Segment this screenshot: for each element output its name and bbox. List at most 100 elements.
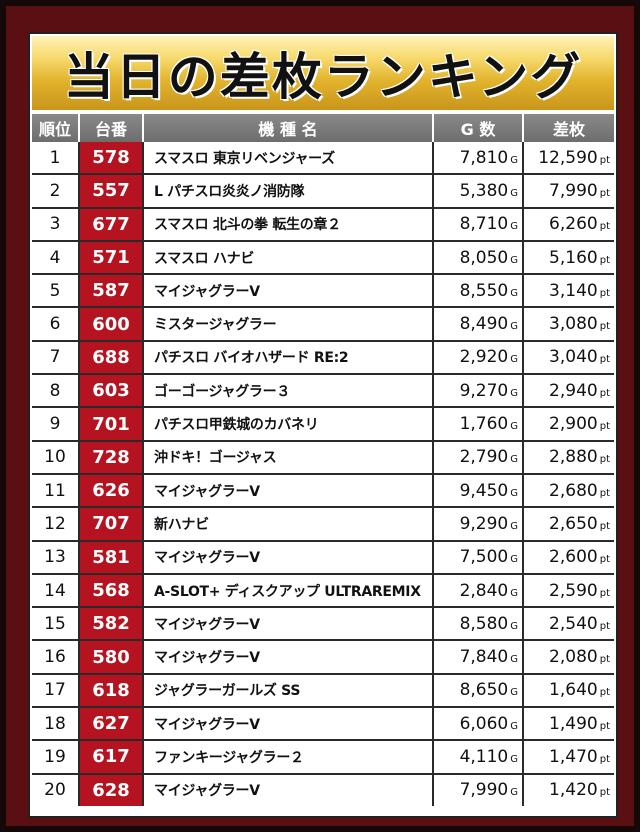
table-row: 4 571 スマスロ ハナビ 8,050 G 5,160 pt [32, 241, 614, 276]
rank-cell: 13 [32, 541, 80, 575]
game-count-unit: G [510, 154, 518, 166]
diff-value: 2,900 [549, 414, 598, 435]
diff-value: 3,080 [549, 314, 598, 335]
table-body: 1 578 スマスロ 東京リベンジャーズ 7,810 G 12,590 pt 2 557 L パチ… [32, 142, 614, 806]
diff-value: 1,470 [549, 746, 598, 767]
table-row: 13 581 マイジャグラーV 7,500 G 2,600 pt [32, 541, 614, 575]
game-count-unit: G [510, 620, 518, 632]
diff-value: 2,590 [549, 580, 598, 601]
diff-unit: pt [599, 587, 610, 599]
game-count-value: 9,450 [459, 480, 509, 501]
model-name-cell: 沖ドキ！ゴージャス [144, 441, 434, 475]
game-count-cell: 7,810 G [434, 142, 524, 176]
machine-number-cell: 582 [80, 608, 144, 642]
game-count-unit: G [510, 387, 518, 399]
machine-number-cell: 617 [80, 741, 144, 775]
model-name-cell: ファンキージャグラー２ [144, 741, 434, 775]
rank-cell: 11 [32, 474, 80, 509]
game-count-cell: 7,990 G [434, 774, 524, 806]
machine-number-cell: 568 [80, 574, 144, 609]
game-count-unit: G [510, 753, 518, 765]
game-count-unit: G [510, 654, 518, 666]
rank-cell: 8 [32, 375, 80, 409]
game-count-value: 7,500 [459, 547, 509, 568]
table-row: 15 582 マイジャグラーV 8,580 G 2,540 pt [32, 608, 614, 642]
diff-unit: pt [599, 620, 610, 632]
machine-number-cell: 580 [80, 641, 144, 675]
diff-value: 3,040 [549, 347, 598, 368]
game-count-cell: 8,710 G [434, 208, 524, 242]
game-count-value: 8,650 [459, 680, 509, 701]
rank-cell: 5 [32, 275, 80, 309]
game-count-value: 9,290 [459, 513, 509, 534]
game-count-value: 5,380 [459, 180, 509, 201]
rank-cell: 12 [32, 508, 80, 542]
diff-value: 2,880 [549, 447, 598, 468]
model-name-cell: ジャグラーガールズ SS [144, 674, 434, 709]
game-count-cell: 9,290 G [434, 508, 524, 542]
rank-cell: 20 [32, 774, 80, 806]
rank-cell: 15 [32, 608, 80, 642]
diff-cell: 2,880 pt [524, 442, 614, 475]
model-name-cell: マイジャグラーV [144, 708, 434, 742]
rank-cell: 3 [32, 208, 80, 242]
diff-value: 5,160 [549, 247, 598, 268]
rank-cell: 19 [32, 741, 80, 775]
diff-value: 1,420 [549, 780, 598, 801]
rank-cell: 7 [32, 341, 80, 376]
model-name-cell: 新ハナビ [144, 508, 434, 542]
machine-number-cell: 618 [80, 674, 144, 709]
model-name-cell: L パチスロ炎炎ノ消防隊 [144, 175, 434, 209]
diff-unit: pt [599, 554, 610, 566]
game-count-value: 8,710 [459, 214, 509, 235]
game-count-unit: G [510, 487, 518, 499]
model-name-cell: ミスタージャグラー [144, 308, 434, 342]
diff-cell: 2,590 pt [524, 575, 614, 609]
diff-value: 12,590 [538, 147, 598, 168]
diff-unit: pt [599, 487, 610, 499]
game-count-value: 6,060 [459, 713, 509, 734]
rank-cell: 14 [32, 574, 80, 609]
diff-unit: pt [599, 520, 610, 532]
diff-cell: 2,650 pt [524, 508, 614, 542]
diff-unit: pt [599, 753, 610, 765]
game-count-cell: 5,380 G [434, 175, 524, 209]
model-name-cell: パチスロ バイオハザード RE:2 [144, 341, 434, 376]
model-name-cell: マイジャグラーV [144, 541, 434, 575]
diff-cell: 12,590 pt [524, 142, 614, 176]
header-rank: 順位 [32, 114, 80, 142]
game-count-cell: 1,760 G [434, 408, 524, 442]
diff-value: 1,490 [549, 713, 598, 734]
diff-unit: pt [599, 187, 610, 199]
game-count-cell: 8,050 G [434, 241, 524, 276]
diff-unit: pt [599, 254, 610, 266]
model-name-cell: スマスロ 東京リベンジャーズ [144, 142, 434, 176]
diff-value: 1,640 [549, 680, 598, 701]
machine-number-cell: 587 [80, 275, 144, 309]
table-row: 11 626 マイジャグラーV 9,450 G 2,680 pt [32, 474, 614, 509]
diff-unit: pt [599, 321, 610, 333]
rank-cell: 1 [32, 142, 80, 176]
game-count-cell: 8,580 G [434, 608, 524, 642]
rank-cell: 6 [32, 308, 80, 342]
game-count-cell: 7,500 G [434, 541, 524, 575]
title-banner: 当日の差枚ランキング [32, 36, 614, 110]
model-name-cell: ゴーゴージャグラー３ [144, 375, 434, 409]
game-count-cell: 8,650 G [434, 674, 524, 709]
game-count-unit: G [510, 587, 518, 599]
diff-unit: pt [599, 221, 610, 233]
diff-cell: 2,900 pt [524, 408, 614, 442]
table-row: 2 557 L パチスロ炎炎ノ消防隊 5,380 G 7,990 pt [32, 175, 614, 209]
game-count-unit: G [510, 454, 518, 466]
rank-cell: 17 [32, 674, 80, 709]
diff-value: 2,540 [549, 613, 598, 634]
game-count-cell: 2,790 G [434, 441, 524, 475]
game-count-unit: G [510, 720, 518, 732]
table-row: 18 627 マイジャグラーV 6,060 G 1,490 pt [32, 708, 614, 742]
game-count-value: 8,490 [459, 314, 509, 335]
game-count-value: 7,840 [459, 647, 509, 668]
diff-value: 2,080 [549, 647, 598, 668]
table-row: 19 617 ファンキージャグラー２ 4,110 G 1,470 pt [32, 741, 614, 775]
table-row: 7 688 パチスロ バイオハザード RE:2 2,920 G 3,040 pt [32, 341, 614, 376]
diff-cell: 2,080 pt [524, 641, 614, 675]
